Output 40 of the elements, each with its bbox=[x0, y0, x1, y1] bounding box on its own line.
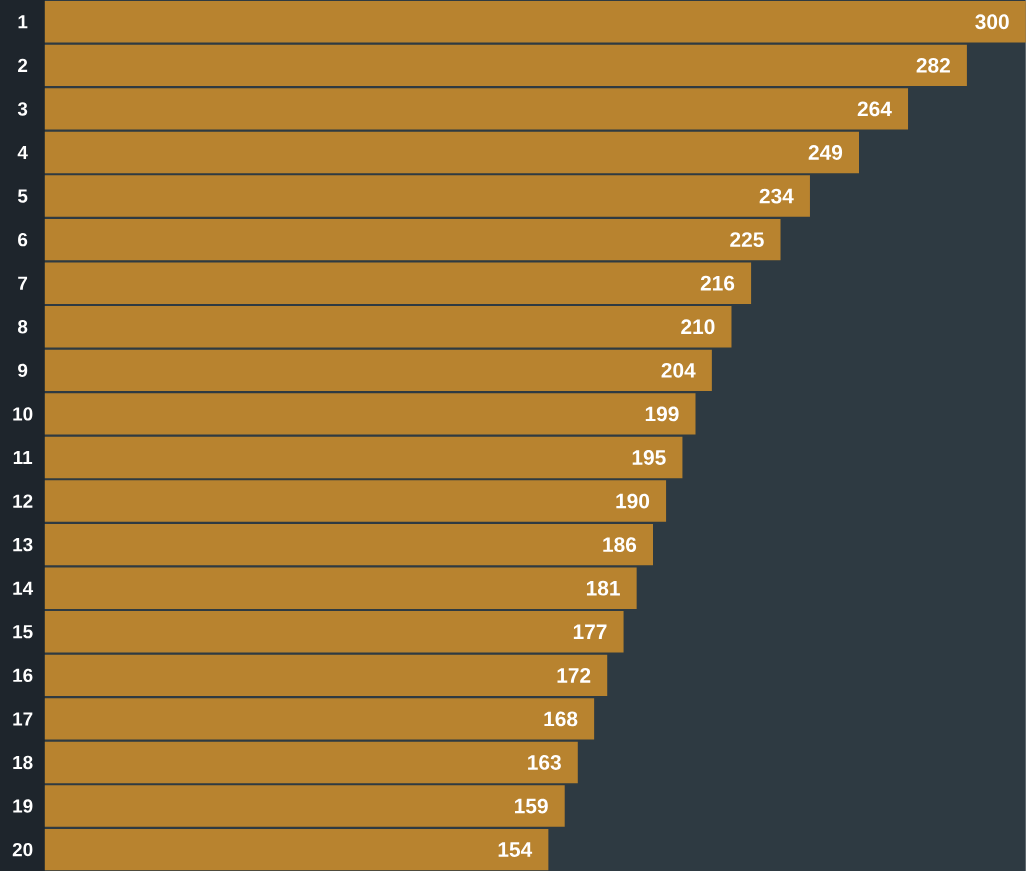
y-tick-label: 10 bbox=[13, 407, 33, 421]
data-label: 190 bbox=[616, 493, 650, 509]
data-label: 195 bbox=[632, 449, 666, 465]
data-label: 159 bbox=[515, 798, 548, 814]
data-label: 204 bbox=[661, 362, 696, 378]
y-tick-label: 16 bbox=[13, 668, 33, 682]
data-label: 300 bbox=[975, 14, 1009, 30]
y-tick-label: 18 bbox=[13, 755, 33, 769]
y-tick-label: 2 bbox=[18, 58, 28, 72]
y-tick-label: 20 bbox=[12, 842, 33, 857]
y-tick-label: 19 bbox=[13, 799, 33, 813]
data-label: 186 bbox=[603, 537, 637, 552]
y-tick-label: 1 bbox=[18, 15, 28, 29]
y-tick-label: 12 bbox=[13, 494, 33, 508]
data-label: 216 bbox=[700, 275, 735, 291]
data-label: 172 bbox=[557, 667, 591, 683]
y-tick-label: 7 bbox=[18, 276, 28, 290]
data-label: 264 bbox=[857, 101, 892, 117]
y-tick-label: 13 bbox=[13, 537, 33, 552]
y-tick-label: 14 bbox=[13, 581, 34, 595]
y-tick-label: 3 bbox=[17, 102, 28, 116]
data-label: 234 bbox=[759, 188, 794, 204]
y-tick-label: 15 bbox=[13, 624, 33, 639]
data-label: 210 bbox=[681, 319, 715, 334]
data-label: 168 bbox=[544, 711, 578, 727]
data-label: 225 bbox=[730, 232, 764, 247]
y-tick-label: 17 bbox=[13, 712, 33, 726]
data-label: 177 bbox=[573, 624, 607, 639]
y-tick-label: 5 bbox=[17, 189, 28, 203]
data-label: 199 bbox=[645, 406, 679, 422]
y-tick-label: 9 bbox=[18, 363, 28, 377]
data-label: 181 bbox=[586, 580, 620, 596]
data-label: 163 bbox=[528, 754, 561, 770]
y-tick-label: 4 bbox=[17, 145, 28, 159]
y-tick-label: 11 bbox=[13, 450, 33, 464]
data-label: 154 bbox=[498, 842, 533, 857]
y-tick-label: 8 bbox=[17, 319, 28, 334]
data-label: 249 bbox=[808, 144, 843, 160]
data-label: 282 bbox=[916, 57, 950, 73]
y-tick-label: 6 bbox=[18, 232, 28, 247]
